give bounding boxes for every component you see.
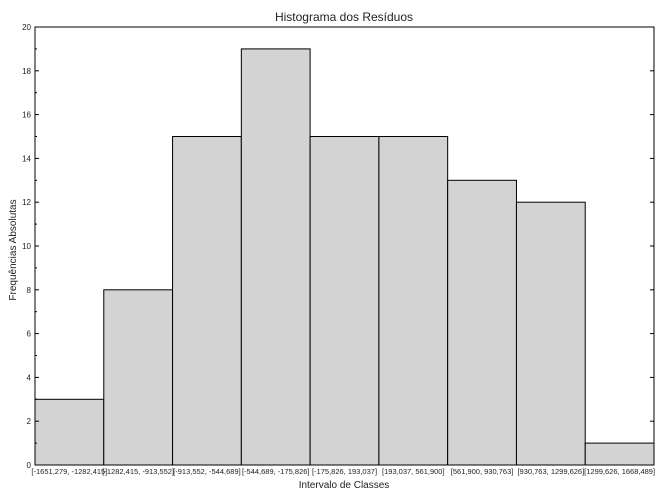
histogram-bar [515,201,586,466]
x-tick-label: [930,763, 1299,626] [517,467,584,476]
y-tick-label: 2 [27,417,32,426]
histogram-bar [447,179,517,466]
histogram-bar [103,289,174,466]
x-tick-label: [-1651,279, -1282,415] [31,467,107,476]
histogram-bar [172,136,242,466]
y-tick-label: 18 [22,67,31,76]
histogram-bar [34,398,105,466]
y-tick-label: 14 [22,154,31,163]
y-tick-label: 20 [22,23,31,32]
x-tick-label: [-1282,415, -913,552] [102,467,174,476]
y-tick-label: 12 [22,198,31,207]
x-tick-label: [-544,689, -175,826] [242,467,310,476]
y-axis-label: Frequências Absolutas [8,199,19,300]
x-axis-label: Intervalo de Classes [299,480,390,491]
y-tick-label: 16 [22,111,31,120]
y-tick-label: 4 [27,373,32,382]
x-tick-label: [-175,826, 193,037] [312,467,377,476]
y-tick-label: 6 [27,330,32,339]
x-tick-label: [193,037, 561,900] [382,467,445,476]
x-tick-label: [561,900, 930,763] [451,467,514,476]
y-tick-label: 0 [27,461,32,470]
histogram-bar [240,48,311,466]
histogram-bar [584,442,655,466]
x-tick-label: [-913,552, -544,689] [173,467,241,476]
y-tick-label: 8 [27,286,32,295]
histogram-bar [309,136,380,466]
y-tick-label: 10 [22,242,31,251]
x-tick-label: [1299,626, 1668,489] [584,467,655,476]
chart-title: Histograma dos Resíduos [275,10,413,24]
histogram-bar [378,136,449,466]
